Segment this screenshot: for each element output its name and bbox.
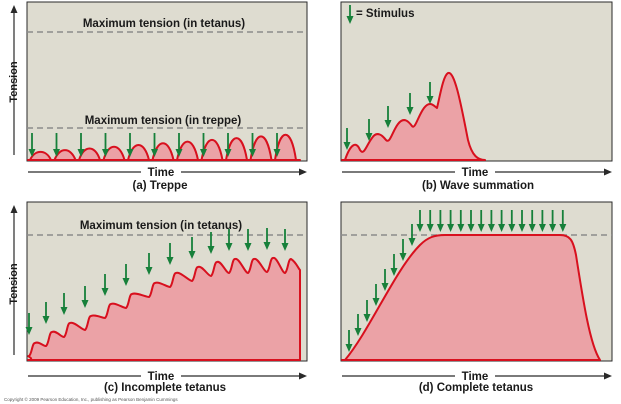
stimulus-arrow-icon: [390, 254, 398, 276]
stimulus-arrow-icon: [200, 133, 207, 157]
tension-axis-label-c: Tension: [8, 263, 20, 305]
panel-treppe-background: [26, 1, 308, 162]
stimulus-arrow-icon: [406, 93, 414, 115]
stimulus-arrow-icon: [508, 210, 516, 232]
x-axis-b: Time: [342, 164, 612, 179]
y-axis-a: Tension: [8, 5, 20, 155]
wave-summation-curve: [341, 72, 486, 161]
stimulus-arrow-icon: [101, 274, 109, 296]
stimulus-arrow-icon: [426, 82, 434, 104]
stimulus-arrow-icon: [518, 210, 526, 232]
stimulus-arrow-icon: [343, 128, 351, 150]
tension-axis-label-a: Tension: [8, 61, 20, 103]
complete-tetanus-stimuli: [345, 210, 567, 352]
stimulus-arrow-icon: [345, 330, 353, 352]
stimulus-arrow-icon: [28, 133, 36, 157]
stimulus-arrow-icon: [363, 300, 371, 322]
stimulus-arrow-icon: [145, 253, 153, 275]
wave-summation-stimuli: [343, 82, 434, 150]
stimulus-arrow-icon: [273, 133, 281, 157]
x-axis-a: Time: [28, 164, 307, 179]
caption-complete-tetanus: (d) Complete tetanus: [419, 382, 533, 394]
panel-wave-summation: = Stimulus Time (b) Wave summation: [340, 1, 613, 192]
max-tetanus-label-c: Maximum tension (in tetanus): [80, 220, 242, 232]
stimulus-arrow-icon: [498, 210, 506, 232]
panel-complete-tetanus: Time (d) Complete tetanus: [340, 201, 613, 394]
stimulus-arrow-icon: [436, 210, 444, 232]
stimulus-arrow-icon: [381, 269, 389, 291]
stimulus-legend-label: = Stimulus: [356, 8, 414, 20]
complete-tetanus-curve: [341, 234, 601, 361]
stimulus-arrow-icon: [151, 133, 158, 157]
stimulus-arrow-icon: [77, 133, 85, 157]
treppe-curve: [27, 134, 301, 161]
incomplete-tetanus-curve: [27, 256, 301, 361]
stimulus-arrow-icon: [102, 133, 109, 157]
stimulus-arrow-icon: [447, 210, 455, 232]
stimulus-arrow-icon: [224, 133, 232, 157]
time-axis-label-c: Time: [148, 371, 175, 383]
time-axis-label-a: Time: [148, 167, 175, 179]
caption-treppe: (a) Treppe: [133, 180, 188, 192]
copyright-notice: Copyright © 2009 Pearson Education, Inc.…: [4, 396, 178, 402]
incomplete-tetanus-stimuli: [25, 228, 289, 335]
stimulus-arrow-icon: [477, 210, 485, 232]
panel-incomplete-tetanus: Maximum tension (in tetanus) Tension Tim…: [8, 201, 308, 394]
stimulus-arrow-icon: [166, 243, 174, 265]
stimulus-arrow-icon: [365, 119, 373, 141]
stimulus-arrow-icon: [467, 210, 475, 232]
max-treppe-label: Maximum tension (in treppe): [85, 115, 242, 127]
stimulus-arrow-icon: [354, 314, 362, 336]
stimulus-arrow-icon: [188, 237, 196, 259]
stimulus-arrow-icon: [559, 210, 567, 232]
stimulus-arrow-icon: [281, 229, 289, 251]
stimulus-arrow-icon: [249, 133, 256, 157]
stimulus-arrow-icon: [244, 229, 252, 251]
stimulus-arrow-icon: [207, 232, 215, 254]
stimulus-arrow-icon: [487, 210, 495, 232]
stimulus-arrow-icon: [81, 286, 89, 308]
max-tetanus-label: Maximum tension (in tetanus): [83, 18, 245, 30]
stimulus-arrow-icon: [372, 284, 380, 306]
stimulus-arrow-icon: [53, 133, 60, 157]
stimulus-arrow-icon: [538, 210, 546, 232]
x-axis-d: Time: [342, 368, 612, 383]
stimulus-arrow-icon: [122, 264, 130, 286]
stimulus-arrow-icon: [384, 106, 392, 128]
caption-wave-summation: (b) Wave summation: [422, 180, 534, 192]
stimulus-arrow-icon: [263, 228, 271, 250]
stimulus-arrow-icon: [25, 313, 33, 335]
time-axis-label-b: Time: [462, 167, 489, 179]
treppe-stimuli: [28, 133, 281, 157]
y-axis-c: Tension: [8, 205, 20, 355]
stimulus-arrow-icon: [60, 293, 68, 315]
stimulus-arrow-icon: [549, 210, 557, 232]
panel-wave-summation-background: [340, 1, 613, 162]
time-axis-label-d: Time: [462, 371, 489, 383]
stimulus-arrow-icon: [175, 133, 183, 157]
stimulus-arrow-icon: [42, 302, 50, 324]
stimulus-legend: = Stimulus: [346, 5, 414, 24]
x-axis-c: Time: [28, 368, 307, 383]
stimulus-arrow-icon: [416, 210, 424, 232]
stimulus-arrow-icon: [528, 210, 536, 232]
stimulus-arrow-icon: [126, 133, 134, 157]
stimulus-arrow-icon: [399, 239, 407, 261]
panel-treppe: Maximum tension (in tetanus) Maximum ten…: [8, 1, 308, 192]
stimulus-arrow-icon: [225, 229, 233, 251]
stimulus-arrow-icon: [457, 210, 465, 232]
stimulus-arrow-icon: [408, 224, 416, 246]
stimulus-arrow-icon: [426, 210, 434, 232]
caption-incomplete-tetanus: (c) Incomplete tetanus: [104, 382, 226, 394]
